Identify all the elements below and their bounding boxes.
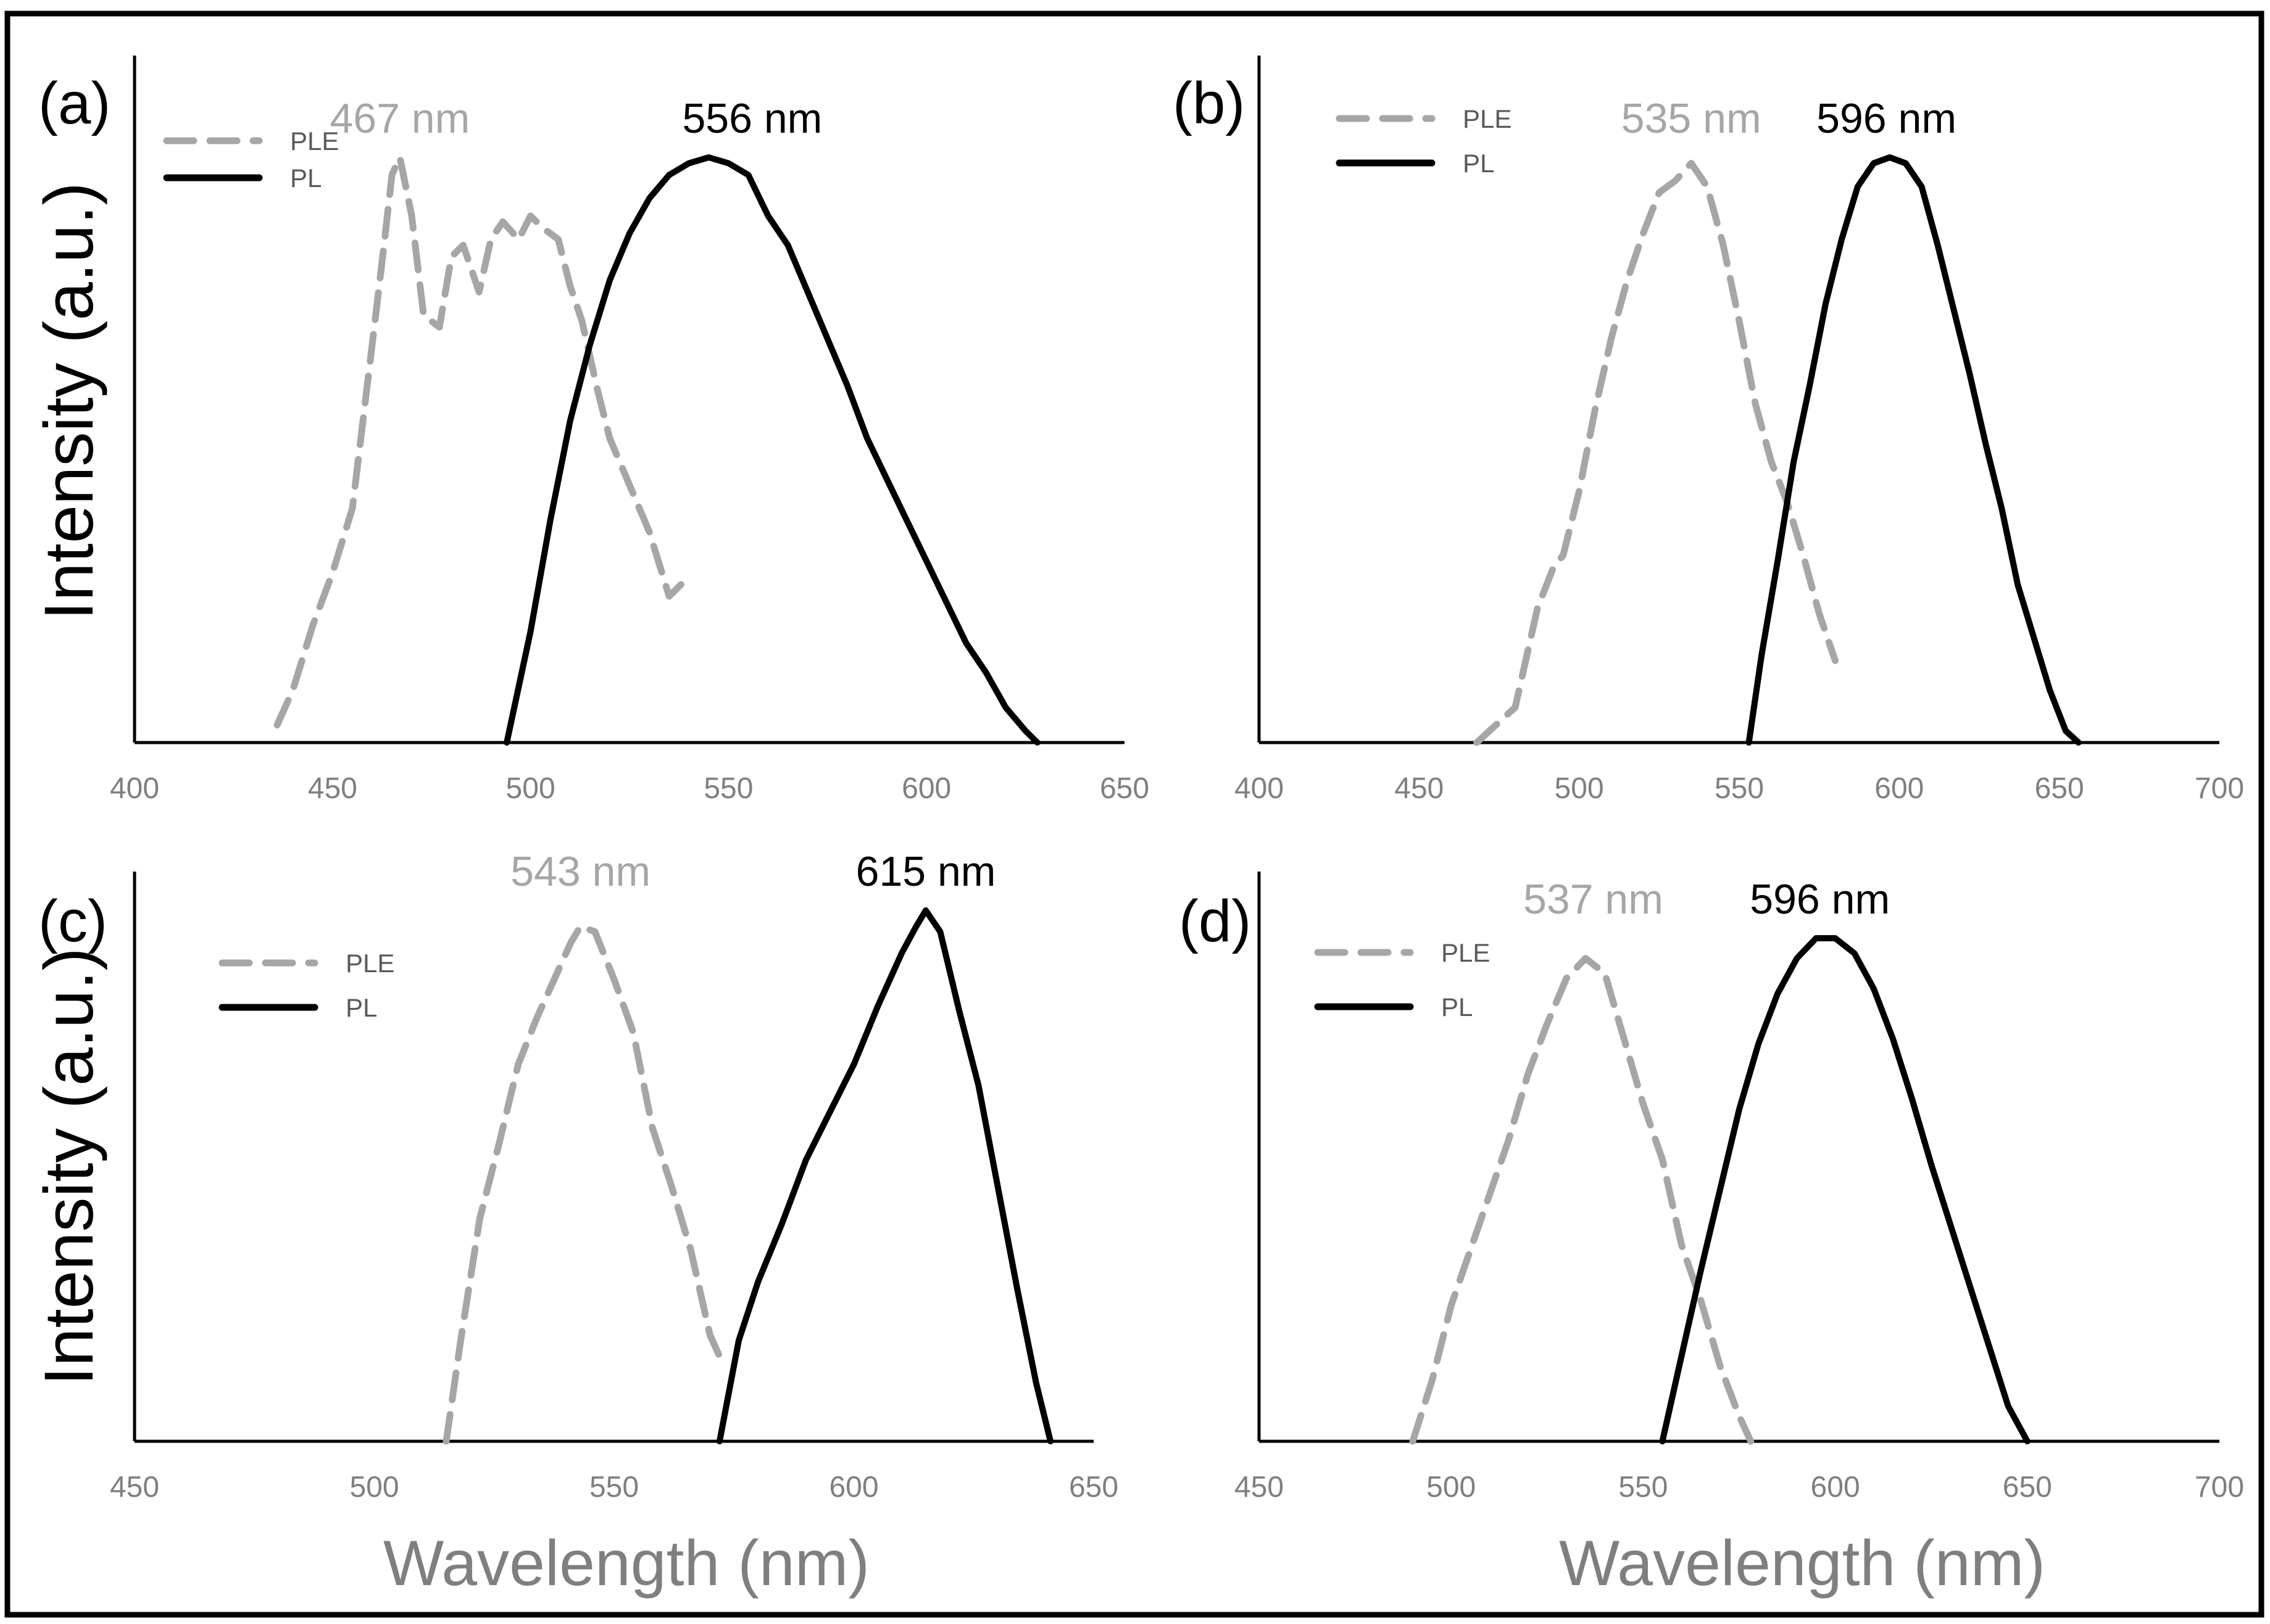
panel-b: (b) 400 450 500 550 600 650 700 535 nm 596 nm PLE… [1173,56,2244,805]
x-tick-label: 600 [829,1471,878,1504]
pl-curve [504,154,1041,746]
ple-peak-label: 543 nm [510,848,651,895]
x-tick-label: 400 [1234,772,1284,805]
legend-label-ple: PLE [1441,938,1490,967]
x-tick-label: 550 [589,1471,639,1504]
x-axis-label: Wavelength (nm) [1559,1528,2045,1599]
panel-a: (a) Intensity (a.u.) 400 450 500 550 600 650 4… [30,56,1149,805]
x-tick-label: 450 [1394,772,1444,805]
y-axis-label: Intensity (a.u.) [30,182,107,620]
panel-label: (b) [1173,70,1245,136]
x-tick-label: 450 [110,1471,159,1504]
x-axis-label: Wavelength (nm) [383,1528,870,1599]
legend-label-pl: PL [346,993,377,1022]
legend-label-pl: PL [290,164,322,193]
legend-label-ple: PLE [346,949,394,978]
x-tick-label: 500 [349,1471,399,1504]
panel-label: (a) [38,70,110,136]
ple-peak-label: 467 nm [330,95,470,142]
panel-d: (d) Wavelength (nm) 450 500 550 600 650 700 53… [1179,872,2244,1599]
pl-peak-label: 615 nm [856,848,996,895]
x-tick-label: 400 [110,772,159,805]
x-tick-label: 450 [308,772,357,805]
panel-label: (c) [38,888,107,954]
x-tick-label: 500 [506,772,555,805]
legend-label-pl: PL [1463,149,1494,178]
x-tick-label: 600 [1874,772,1924,805]
ple-curve [273,154,684,729]
x-tick-label: 650 [2035,772,2084,805]
x-tick-label: 500 [1426,1471,1476,1504]
ple-peak-label: 535 nm [1621,95,1761,142]
x-tick-label: 550 [1715,772,1764,805]
legend-label-ple: PLE [1463,104,1511,133]
pl-curve [716,907,1054,1444]
ple-curve [443,923,723,1445]
x-tick-label: 650 [2003,1471,2052,1504]
pl-peak-label: 556 nm [682,95,822,142]
panel-c: (c) Intensity (a.u.) Wavelength (nm) 450… [30,848,1118,1599]
x-tick-label: 550 [704,772,753,805]
x-tick-label: 600 [1811,1471,1860,1504]
x-tick-label: 650 [1100,772,1149,805]
panel-label: (d) [1179,888,1251,954]
figure-frame [4,10,2264,1618]
ple-curve [1409,955,1755,1445]
ple-peak-label: 537 nm [1523,876,1663,923]
x-tick-label: 700 [2195,1471,2244,1504]
x-tick-label: 650 [1069,1471,1118,1504]
ple-curve [1473,160,1839,746]
pl-curve [1745,154,2082,746]
pl-peak-label: 596 nm [1816,95,1956,142]
legend-label-ple: PLE [290,127,339,156]
y-axis-label: Intensity (a.u.) [30,947,107,1386]
x-tick-label: 500 [1555,772,1604,805]
x-tick-label: 450 [1234,1471,1284,1504]
pl-peak-label: 596 nm [1750,876,1890,923]
x-tick-label: 700 [2195,772,2244,805]
pl-curve [1659,935,2031,1444]
x-tick-label: 550 [1618,1471,1668,1504]
x-tick-label: 600 [902,772,951,805]
legend-label-pl: PL [1441,993,1473,1022]
